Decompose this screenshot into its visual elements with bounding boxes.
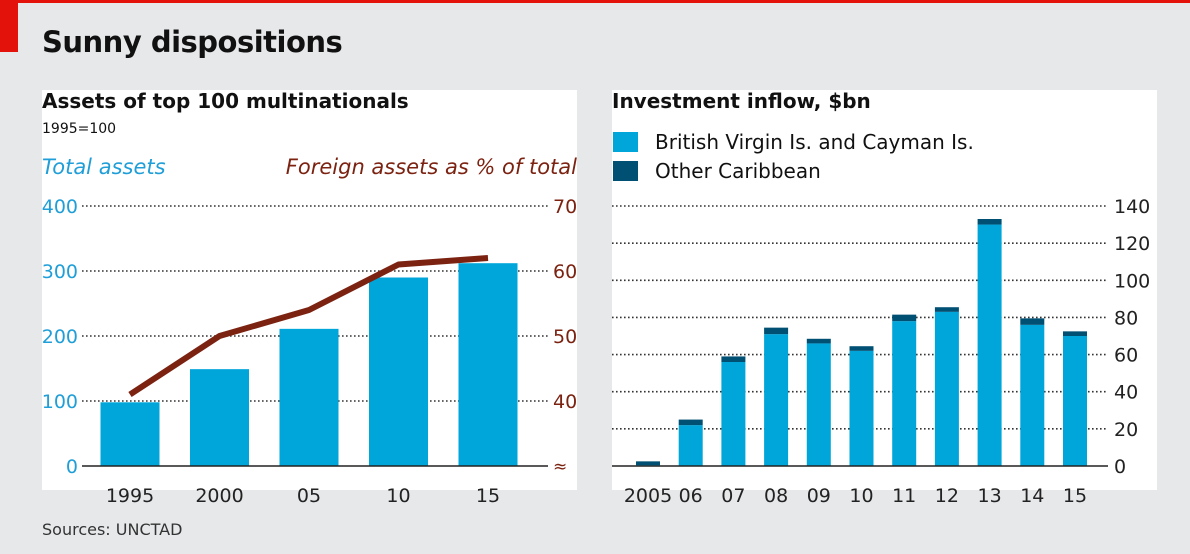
x-tick-label: 13 xyxy=(978,485,1002,507)
bar xyxy=(190,369,249,466)
bar-bvi-cayman xyxy=(849,350,874,466)
x-tick-label: 05 xyxy=(297,485,321,507)
x-tick-label: 15 xyxy=(476,485,500,507)
x-tick-label: 10 xyxy=(849,485,873,507)
left-chart-subtitle: 1995=100 xyxy=(42,121,117,137)
bar-other-caribbean xyxy=(1063,331,1087,336)
foreign-assets-line xyxy=(128,255,489,398)
left-chart-title: Assets of top 100 multinationals xyxy=(42,89,409,113)
x-tick-label: 15 xyxy=(1063,485,1087,507)
bar-other-caribbean xyxy=(849,346,874,351)
source-note: Sources: UNCTAD xyxy=(42,520,183,539)
axis-break-marker: ≈ xyxy=(553,457,567,477)
bar xyxy=(100,402,160,466)
bar-other-caribbean xyxy=(636,461,660,466)
page-title: Sunny dispositions xyxy=(42,25,343,59)
bar-bvi-cayman xyxy=(806,343,831,466)
bar xyxy=(369,277,428,466)
right-chart-title: Investment inflow, $bn xyxy=(612,89,871,113)
y-tick-label: 120 xyxy=(1114,233,1150,255)
y-tick-label: 100 xyxy=(1114,270,1150,292)
bar-bvi-cayman xyxy=(764,334,789,466)
bar-other-caribbean xyxy=(977,219,1002,225)
left-y-tick-label: 200 xyxy=(42,326,78,348)
x-tick-label: 1995 xyxy=(106,485,154,507)
bar-other-caribbean xyxy=(764,327,789,335)
left-axis-label: Total assets xyxy=(42,155,166,179)
y-tick-label: 40 xyxy=(1114,382,1138,404)
bar-other-caribbean xyxy=(806,338,831,344)
right-axis-label: Foreign assets as % of total xyxy=(285,155,577,179)
bar-bvi-cayman xyxy=(1020,324,1045,466)
right-y-tick-label: 50 xyxy=(553,326,577,348)
bar-bvi-cayman xyxy=(977,224,1002,466)
bar-other-caribbean xyxy=(721,356,746,362)
x-tick-label: 14 xyxy=(1020,485,1044,507)
x-tick-label: 06 xyxy=(679,485,703,507)
legend-item-other-caribbean: Other Caribbean xyxy=(613,159,821,183)
y-tick-label: 0 xyxy=(1114,456,1126,478)
bar-bvi-cayman xyxy=(721,362,746,466)
top-red-rule xyxy=(0,0,1190,3)
legend-swatch-cyan xyxy=(613,132,638,152)
legend-swatch-dark xyxy=(613,161,638,181)
bar xyxy=(279,328,339,466)
bar-bvi-cayman xyxy=(678,425,703,466)
red-tag xyxy=(0,0,18,52)
bar xyxy=(458,263,518,466)
bar-other-caribbean xyxy=(1020,318,1045,325)
right-y-tick-label: 40 xyxy=(553,391,577,413)
x-tick-label: 2005 xyxy=(624,485,672,507)
x-tick-label: 11 xyxy=(892,485,916,507)
right-y-tick-label: 70 xyxy=(553,196,577,218)
bar-other-caribbean xyxy=(934,307,959,312)
x-tick-label: 12 xyxy=(935,485,959,507)
y-tick-label: 80 xyxy=(1114,307,1138,329)
bar-other-caribbean xyxy=(678,419,703,426)
legend-label: Other Caribbean xyxy=(655,159,821,183)
x-tick-label: 07 xyxy=(721,485,745,507)
y-tick-label: 140 xyxy=(1114,196,1150,218)
x-tick-label: 09 xyxy=(807,485,831,507)
bar-bvi-cayman xyxy=(1063,336,1087,466)
x-tick-label: 08 xyxy=(764,485,788,507)
left-y-tick-label: 300 xyxy=(42,261,78,283)
x-tick-label: 2000 xyxy=(195,485,243,507)
y-tick-label: 60 xyxy=(1114,345,1138,367)
bar-bvi-cayman xyxy=(892,321,917,466)
left-y-tick-label: 0 xyxy=(66,456,78,478)
right-y-tick-label: 60 xyxy=(553,261,577,283)
legend-item-bvi-cayman: British Virgin Is. and Cayman Is. xyxy=(613,130,974,154)
bar-other-caribbean xyxy=(892,314,917,322)
legend-label: British Virgin Is. and Cayman Is. xyxy=(655,130,974,154)
x-tick-label: 10 xyxy=(386,485,410,507)
y-tick-label: 20 xyxy=(1114,419,1138,441)
left-y-tick-label: 100 xyxy=(42,391,78,413)
bar-bvi-cayman xyxy=(934,311,959,466)
left-y-tick-label: 400 xyxy=(42,196,78,218)
